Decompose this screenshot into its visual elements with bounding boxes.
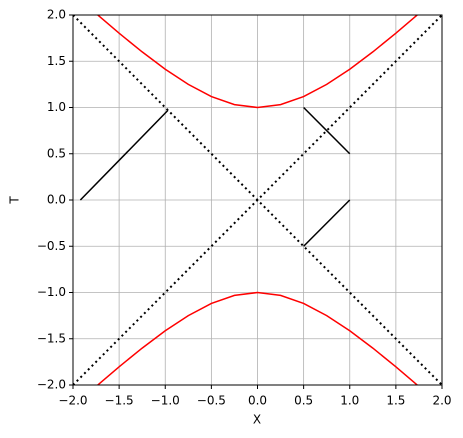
x-tick-label: −2.0 bbox=[58, 394, 87, 408]
y-tick-label: 1.5 bbox=[47, 54, 66, 68]
x-tick-label: 1.0 bbox=[340, 394, 359, 408]
x-tick-label: 1.5 bbox=[386, 394, 405, 408]
line-series bbox=[73, 15, 442, 385]
x-tick-label: −0.5 bbox=[197, 394, 226, 408]
x-tick-label: 0.5 bbox=[294, 394, 313, 408]
y-tick-label: 1.0 bbox=[47, 100, 66, 114]
y-tick-label: −0.5 bbox=[37, 239, 66, 253]
y-tick-label: 2.0 bbox=[47, 8, 66, 22]
y-tick-label: −1.5 bbox=[37, 331, 66, 345]
line-series bbox=[303, 106, 351, 155]
y-tick-label: 0.5 bbox=[47, 146, 66, 160]
line-series bbox=[96, 291, 419, 385]
x-tick-label: −1.0 bbox=[151, 394, 180, 408]
line-series bbox=[303, 199, 351, 247]
x-tick-label: 0.0 bbox=[248, 394, 267, 408]
x-tick-label: −1.5 bbox=[105, 394, 134, 408]
y-tick-label: −2.0 bbox=[37, 378, 66, 392]
x-axis-label: X bbox=[253, 413, 261, 427]
y-tick-label: 0.0 bbox=[47, 193, 66, 207]
line-series bbox=[79, 109, 169, 201]
line-series bbox=[96, 15, 419, 109]
plot-area bbox=[73, 15, 442, 385]
x-tick-label: 2.0 bbox=[432, 394, 451, 408]
y-axis-label: T bbox=[8, 196, 22, 205]
plot-frame bbox=[72, 14, 443, 386]
y-tick-label: −1.0 bbox=[37, 285, 66, 299]
